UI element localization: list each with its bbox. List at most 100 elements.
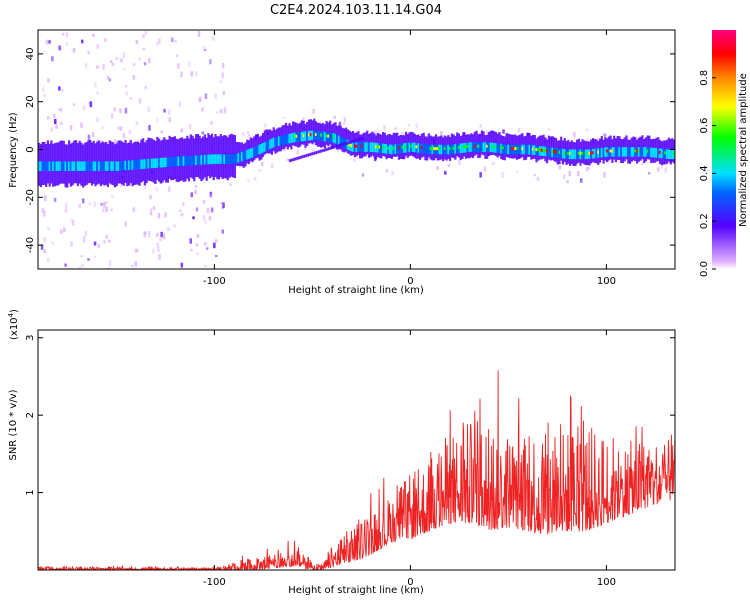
spectrogram-noise-cell [562, 174, 566, 179]
spectrogram-core-cell [68, 161, 71, 171]
spectrogram-core-cell [82, 161, 85, 171]
spectrogram-core-cell [122, 160, 125, 171]
spectrogram-core-cell [496, 143, 499, 153]
spectrogram-core-cell [406, 142, 409, 153]
spectrogram-core-cell [59, 161, 62, 171]
spectrogram-core-cell [69, 161, 72, 171]
spectrogram-core-cell [92, 161, 95, 171]
spectrogram-core-cell [272, 137, 275, 148]
spectrogram-peak-cell [590, 151, 593, 155]
spectrogram-peak-cell [327, 134, 330, 138]
spectrogram-core-cell [180, 156, 184, 166]
spectrogram-noise-cell [147, 106, 150, 113]
spectrogram-noise-cell [87, 134, 91, 141]
spectrogram-core-cell [359, 142, 362, 152]
spectrogram-noise-cell [100, 140, 103, 145]
spectrogram-marks [38, 31, 675, 269]
spectrogram-noise-cell [53, 114, 56, 118]
spectrogram-noise-cell [147, 234, 151, 238]
spectrogram-core-cell [110, 161, 113, 171]
spectrogram-peak-cell [579, 151, 582, 155]
spectrogram-core-cell [620, 147, 623, 157]
spectrogram-noise-cell [312, 148, 315, 153]
spectrogram-noise-cell [208, 216, 212, 221]
spectrogram-noise-cell [167, 227, 170, 232]
spectrogram-noise-cell [47, 116, 50, 120]
spectrogram-panel: -100 0 100 -40 -20 0 20 40 Height of straight … [8, 29, 676, 296]
spectrogram-peak-cell [544, 149, 547, 153]
spectrogram-core-cell [113, 161, 117, 171]
spectrogram-core-cell [613, 147, 616, 157]
spectrogram-core-cell [172, 156, 175, 167]
spectrogram-noise-cell [463, 131, 467, 134]
spectrogram-noise-cell [58, 86, 61, 91]
spectrogram-peak-cell [348, 143, 351, 147]
spectrogram-core-cell [623, 147, 626, 157]
spectrogram-noise-cell [394, 127, 398, 130]
snr-x-tick-label: 0 [407, 577, 413, 588]
spectrogram-core-cell [300, 131, 303, 142]
spectrogram-core-cell [412, 142, 415, 153]
spectrogram-noise-cell [88, 101, 91, 105]
spectrogram-noise-cell [253, 177, 257, 181]
spectrogram-noise-cell [444, 170, 447, 174]
spectrogram-peak-cell [382, 146, 385, 149]
spectrogram-branch-cell [353, 139, 357, 143]
spectrogram-noise-cell [568, 170, 571, 177]
spectrogram-peak-cell [606, 149, 609, 153]
spectrogram-noise-cell [106, 75, 110, 80]
spectrogram-noise-cell [115, 57, 118, 60]
spectrogram-noise-cell [72, 103, 76, 106]
spectrogram-core-cell [373, 142, 376, 153]
spectrogram-noise-cell [92, 33, 95, 37]
spectrogram-noise-cell [212, 35, 215, 41]
spectrogram-noise-cell [647, 172, 651, 175]
spectrogram-noise-cell [85, 63, 88, 69]
spectrogram-core-cell [269, 139, 272, 150]
spectrogram-peak-cell [501, 146, 505, 150]
spectrogram-core-cell [255, 146, 258, 156]
spectrogram-noise-cell [102, 208, 105, 212]
snr-panel: -100 0 100 1 2 3 Height of straight line (km… [7, 309, 676, 596]
spectrogram-core-cell [336, 134, 339, 145]
spectrogram-noise-cell [178, 101, 181, 108]
spectrogram-core-cell [607, 147, 610, 157]
spectrogram-noise-cell [69, 125, 73, 131]
spectrogram-branch-cell [347, 141, 351, 145]
spectrogram-peak-cell [577, 151, 580, 155]
spectrogram-core-cell [285, 134, 288, 145]
spectrogram-peak-cell [546, 149, 549, 153]
spectrogram-core-cell [489, 142, 492, 152]
spectrogram-noise-cell [246, 131, 250, 134]
spectrogram-noise-cell [60, 107, 63, 112]
spectrogram-core-cell [202, 155, 205, 165]
spectrogram-core-cell [366, 142, 369, 152]
spectrogram-peak-cell [457, 146, 460, 150]
spectrogram-branch-cell [359, 137, 362, 141]
spectrogram-noise-cell [156, 242, 160, 249]
spectrogram-noise-cell [43, 210, 46, 217]
spectrogram-core-cell [73, 161, 76, 171]
spectrogram-noise-cell [46, 257, 50, 262]
spectrogram-core-cell [214, 154, 217, 164]
spectrogram-noise-cell [103, 239, 106, 244]
spectrogram-core-cell [244, 150, 247, 161]
spectrogram-core-cell [480, 142, 483, 152]
spectrogram-noise-cell [447, 163, 451, 168]
spectrogram-core-cell [408, 142, 411, 153]
spectrogram-core-cell [482, 142, 485, 152]
spectrogram-core-cell [479, 142, 482, 152]
spectrogram-core-cell [119, 161, 122, 171]
spectrogram-core-cell [595, 148, 598, 158]
spectrogram-noise-cell [219, 80, 223, 83]
snr-marks [38, 370, 675, 570]
spectrogram-core-cell [651, 147, 655, 158]
spectrogram-core-cell [653, 147, 656, 158]
spectrogram-noise-cell [54, 118, 57, 125]
spectrogram-core-cell [311, 130, 314, 141]
spectrogram-noise-cell [517, 128, 521, 133]
spectrogram-noise-cell [64, 208, 68, 213]
spectrogram-noise-cell [72, 48, 76, 53]
spectrogram-core-cell [142, 159, 145, 169]
